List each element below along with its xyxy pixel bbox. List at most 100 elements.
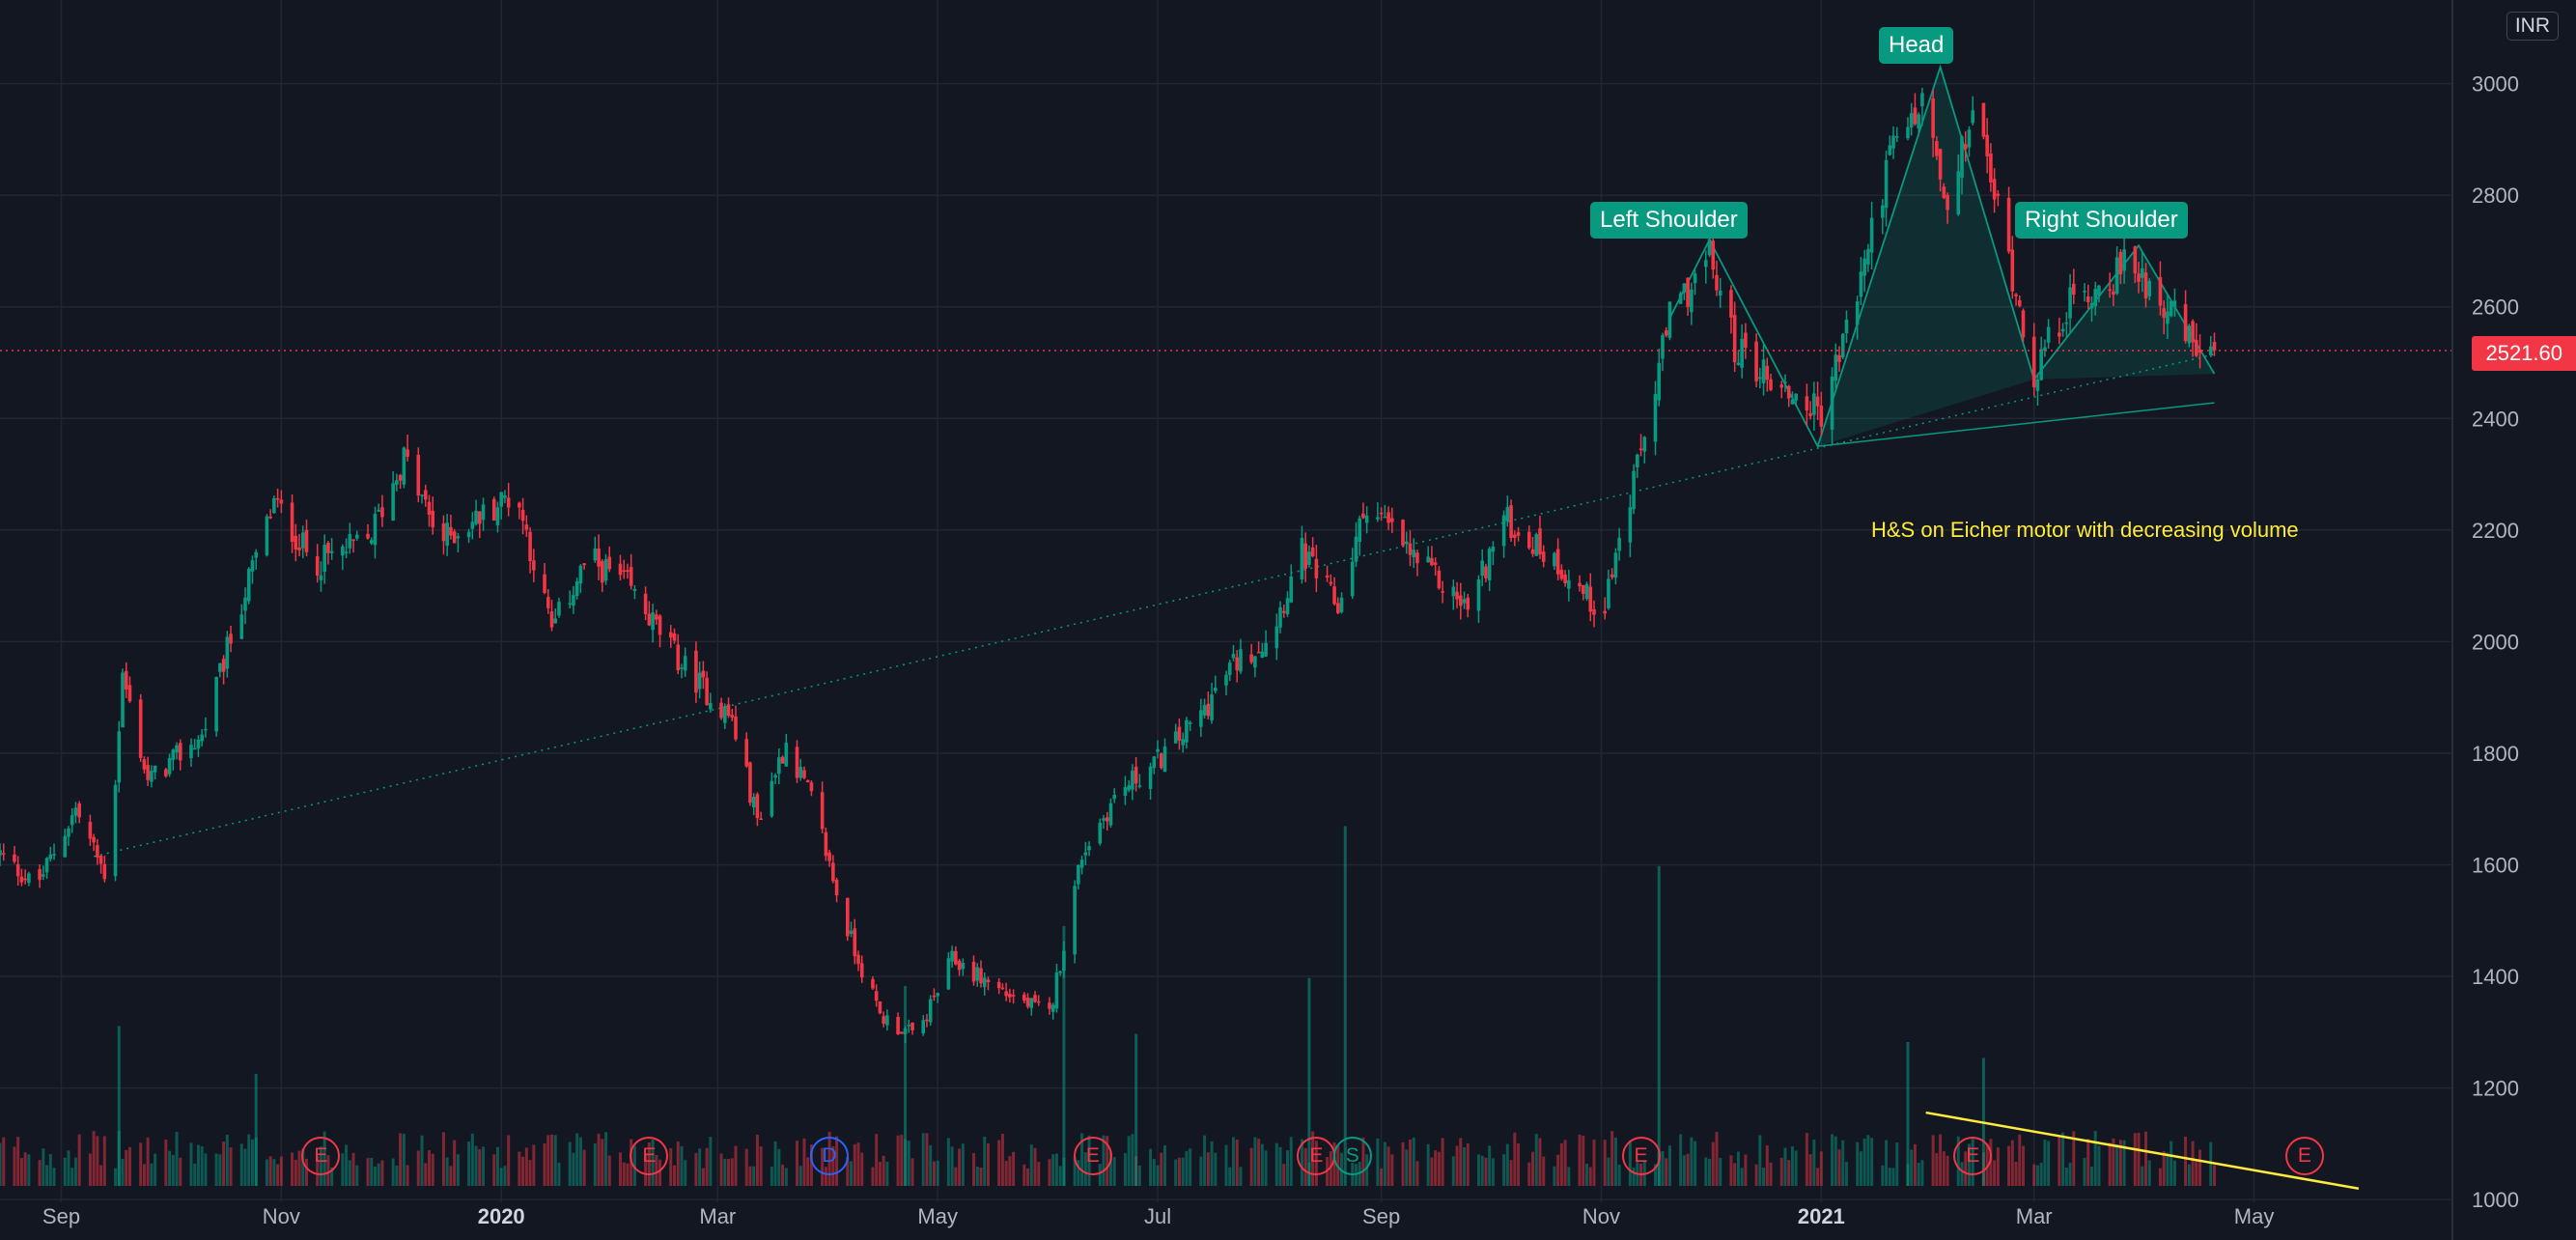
volume-bar [218,1154,222,1186]
volume-bar [1260,1143,1264,1186]
candle-body [218,662,222,672]
price-tick-label: 1200 [2472,1077,2519,1101]
candle-body [1310,547,1315,556]
candle-body [1703,260,1708,268]
price-tick-label: 1800 [2472,742,2519,766]
volume-bar [1517,1142,1521,1186]
volume-bar [658,1159,662,1186]
volume-bar [1816,1168,1820,1186]
earnings-event-marker[interactable]: E [1073,1137,1112,1175]
candle-body [574,581,579,597]
candle-body [1693,273,1697,284]
volume-bar [38,1160,42,1186]
candle-body [1942,186,1946,198]
right-shoulder-label[interactable]: Right Shoulder [2015,202,2188,239]
volume-bar [1610,1131,1614,1186]
earnings-event-marker[interactable]: E [2284,1137,2324,1175]
candle-body [975,967,980,981]
volume-bar [2172,1160,2176,1186]
volume-bar [1185,1150,1189,1186]
volume-bar [1365,1154,1369,1186]
volume-bar [2141,1166,2144,1186]
candle-body [1011,995,1016,997]
volume-bar [1946,1155,1949,1186]
candle-body [676,644,681,671]
earnings-event-marker[interactable]: E [1621,1137,1661,1175]
volume-bar [1556,1154,1560,1186]
volume-bar [1831,1134,1834,1186]
candle-body [2114,257,2119,294]
volume-bar [1856,1141,1860,1186]
price-tick-label: 2800 [2472,183,2519,208]
volume-bar [27,1154,31,1186]
earnings-event-marker[interactable]: E [1953,1137,1993,1175]
candle-body [398,474,403,481]
volume-bar [694,1152,698,1186]
volume-bar [1257,1139,1261,1186]
chart-note[interactable]: H&S on Eicher motor with decreasing volu… [1871,518,2299,542]
candle-body [1058,971,1062,973]
candle-body [1073,886,1077,955]
volume-bar [2209,1141,2213,1186]
volume-bar [1657,865,1661,1186]
candle-body [618,563,623,576]
volume-bar [1542,1156,1546,1186]
candle-body [449,526,453,536]
split-event-marker[interactable]: S [1332,1137,1372,1175]
volume-bar [1885,1140,1889,1186]
volume-bar [1794,1150,1798,1186]
earnings-event-marker[interactable]: E [630,1137,669,1175]
candle-body [853,928,857,957]
candle-body [655,614,658,620]
volume-bar [1910,1149,1914,1186]
candle-body [171,749,176,760]
candle-body [153,765,157,773]
volume-bars [0,826,2216,1186]
dividend-event-marker[interactable]: D [810,1137,850,1175]
volume-bar [972,1153,976,1186]
volume-bar [1834,1136,1837,1186]
time-tick-label: 2021 [1798,1204,1845,1228]
volume-bar [301,1148,305,1186]
candle-body [1657,362,1662,401]
candle-body [1869,217,1874,253]
candle-body [1866,248,1870,265]
candle-body [1736,362,1741,365]
candle-body [629,567,633,586]
volume-bar [1762,1167,1766,1186]
candle-body [647,613,652,626]
left-shoulder-label[interactable]: Left Shoulder [1590,202,1748,239]
candle-body [2039,349,2043,380]
volume-bar [239,1143,243,1186]
head-label[interactable]: Head [1879,27,1954,64]
volume-bar [734,1145,738,1186]
candle-body [1891,135,1895,149]
volume-bar [2039,1163,2043,1186]
candle-body [2035,379,2040,391]
candle-body [1859,271,1863,297]
volume-bar [578,1137,582,1186]
price-axis[interactable]: 1000 1200 1400 1600 1800 2000 2200 2400 2600 2800… [2472,72,2519,1212]
candle-body [1415,552,1419,564]
volume-bar [272,1159,276,1186]
volume-bar [193,1163,197,1186]
volume-bar [1174,1159,1178,1186]
volume-bar [453,1140,457,1186]
time-axis[interactable]: Sep Nov 2020 Mar May Jul Sep Nov 2021 Mar May [42,1204,2274,1228]
volume-bar [936,1160,939,1186]
volume-bar [1837,1149,1841,1186]
candle-body [1314,558,1319,578]
currency-label[interactable]: INR [2506,12,2559,41]
volume-bar [1286,1150,1289,1186]
volume-bar [189,1142,193,1186]
volume-bar [214,1153,218,1186]
volume-bar [875,1134,879,1186]
earnings-event-marker[interactable]: E [301,1137,341,1175]
candle-body [1855,301,1860,325]
candle-body [23,878,27,881]
candle-body [1526,531,1531,549]
volume-bar [1058,1166,1062,1186]
price-tick-label: 2400 [2472,407,2519,431]
candle-body [1281,610,1286,613]
